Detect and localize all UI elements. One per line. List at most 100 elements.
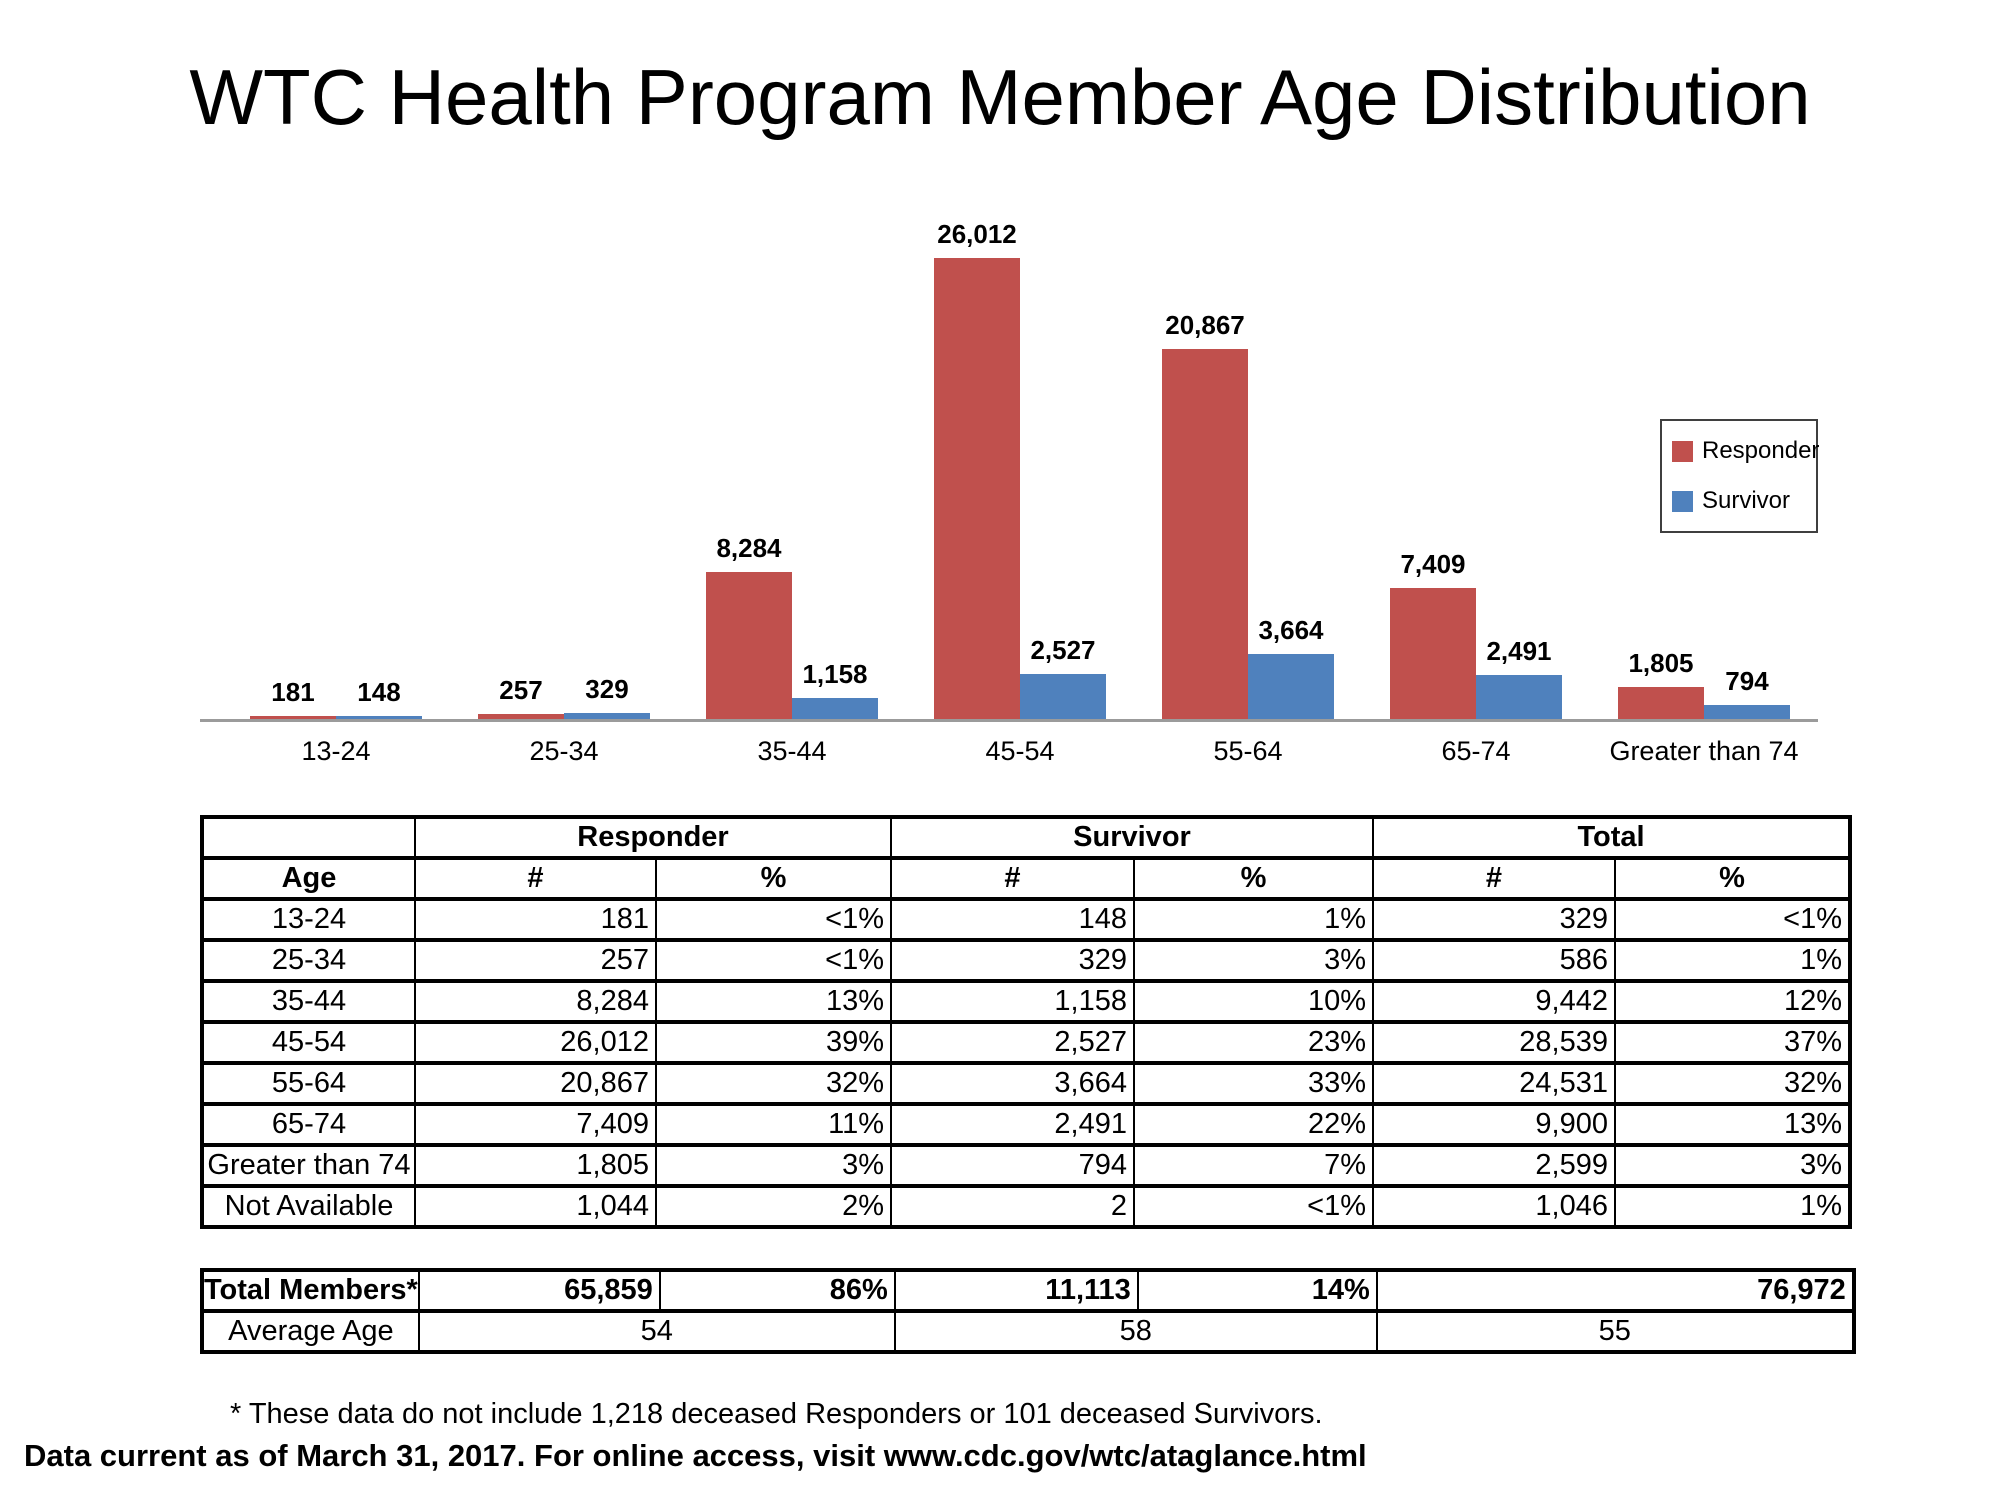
responder-bar [706,572,792,719]
group-header-row: Responder Survivor Total [201,815,1851,860]
value-cell: 37% [1614,1020,1851,1065]
value-cell: 7,409 [414,1102,657,1147]
value-cell: 257 [414,938,657,983]
bar-group: 1,805 794 [1590,648,1818,719]
category-label: 45-54 [985,736,1055,766]
category-label: Greater than 74 [1609,736,1799,766]
value-cell: 329 [1372,897,1616,942]
survivor-bar-column: 148 [336,677,422,719]
survivor-bar [336,716,422,719]
responder-bar [1390,588,1476,719]
bar-value-label: 1,158 [802,659,868,689]
value-cell: <1% [655,897,892,942]
responder-bar-column: 1,805 [1618,648,1704,719]
column-header: Age [201,856,416,901]
responder-bar [1162,349,1248,719]
age-cell: Not Available [201,1184,416,1229]
bar-value-label: 181 [271,677,315,707]
value-cell: 2,599 [1372,1143,1616,1188]
column-header: # [1372,856,1616,901]
value-cell: 13% [655,979,892,1024]
value-cell: 1,158 [890,979,1135,1024]
value-cell: <1% [1133,1184,1374,1229]
survivor-bar-column: 3,664 [1248,615,1334,719]
value-cell: 586 [1372,938,1616,983]
value-cell: 8,284 [414,979,657,1024]
responder-bar-column: 7,409 [1390,549,1476,719]
survivor-bar [1476,675,1562,719]
legend-item-responder: Responder [1672,437,1819,465]
bar-value-label: 8,284 [716,533,782,563]
responder-bar [250,716,336,719]
total-responder-count: 65,859 [417,1268,661,1313]
average-age-responder: 54 [417,1309,896,1354]
legend-item-survivor: Survivor [1672,487,1806,515]
value-cell: 23% [1133,1020,1374,1065]
value-cell: 32% [655,1061,892,1106]
table-row: 25-34 257 <1% 329 3% 586 1% [201,938,1851,983]
table-row: Greater than 74 1,805 3% 794 7% 2,599 3% [201,1143,1851,1188]
value-cell: 1,044 [414,1184,657,1229]
survivor-bar [1704,705,1790,719]
x-axis-line [200,719,1818,722]
survivor-bar [792,698,878,719]
total-survivor-count: 11,113 [893,1268,1139,1313]
value-cell: 148 [890,897,1135,942]
column-header: # [890,856,1135,901]
survivor-bar [564,713,650,719]
value-cell: 1% [1614,1184,1851,1229]
responder-bar-column: 8,284 [706,533,792,719]
group-header-survivor: Survivor [890,815,1374,860]
bar-value-label: 26,012 [937,219,1017,249]
bar-value-label: 329 [585,674,629,704]
average-age-total: 55 [1375,1309,1855,1354]
value-cell: 3,664 [890,1061,1135,1106]
bar-group: 26,012 2,527 [906,219,1134,719]
value-cell: 26,012 [414,1020,657,1065]
responder-bar-column: 26,012 [934,219,1020,719]
total-members-count: 76,972 [1375,1268,1855,1313]
age-cell: 13-24 [201,897,416,942]
value-cell: 2 [890,1184,1135,1229]
value-cell: 3% [1614,1143,1851,1188]
value-cell: 22% [1133,1102,1374,1147]
bar-value-label: 257 [499,675,543,705]
table-row: Not Available 1,044 2% 2 <1% 1,046 1% [201,1184,1851,1229]
value-cell: 13% [1614,1102,1851,1147]
value-cell: 2,491 [890,1102,1135,1147]
value-cell: 9,442 [1372,979,1616,1024]
bar-value-label: 1,805 [1628,648,1694,678]
bar-group: 257 329 [450,674,678,719]
bar-group: 20,867 3,664 [1134,310,1362,719]
data-current-note: Data current as of March 31, 2017. For o… [24,1438,1367,1473]
responder-bar-column: 20,867 [1162,310,1248,719]
table-row: 55-64 20,867 32% 3,664 33% 24,531 32% [201,1061,1851,1106]
category-label: 13-24 [301,736,371,766]
footnote: * These data do not include 1,218 deceas… [230,1398,1323,1430]
total-members-row: Total Members* 65,859 86% 11,113 14% 76,972 [201,1268,1855,1313]
table-row: 35-44 8,284 13% 1,158 10% 9,442 12% [201,979,1851,1024]
bar-value-label: 20,867 [1165,310,1245,340]
value-cell: 20,867 [414,1061,657,1106]
corner-cell [201,815,416,860]
table-row: 65-74 7,409 11% 2,491 22% 9,900 13% [201,1102,1851,1147]
average-age-row: Average Age 54 58 55 [201,1309,1855,1354]
category-label: 25-34 [529,736,599,766]
total-members-label: Total Members* [201,1268,420,1313]
value-cell: 1,046 [1372,1184,1616,1229]
responder-bar-column: 181 [250,677,336,719]
value-cell: 794 [890,1143,1135,1188]
column-header: % [1614,856,1851,901]
chart-legend: Responder Survivor [1660,419,1819,533]
value-cell: 1% [1133,897,1374,942]
table-row: 45-54 26,012 39% 2,527 23% 28,539 37% [201,1020,1851,1065]
value-cell: 10% [1133,979,1374,1024]
value-cell: 33% [1133,1061,1374,1106]
bar-value-label: 2,527 [1030,635,1096,665]
bar-group: 181 148 [222,677,450,719]
age-cell: 45-54 [201,1020,416,1065]
group-header-total: Total [1372,815,1851,860]
value-cell: 28,539 [1372,1020,1616,1065]
survivor-bar [1248,654,1334,719]
